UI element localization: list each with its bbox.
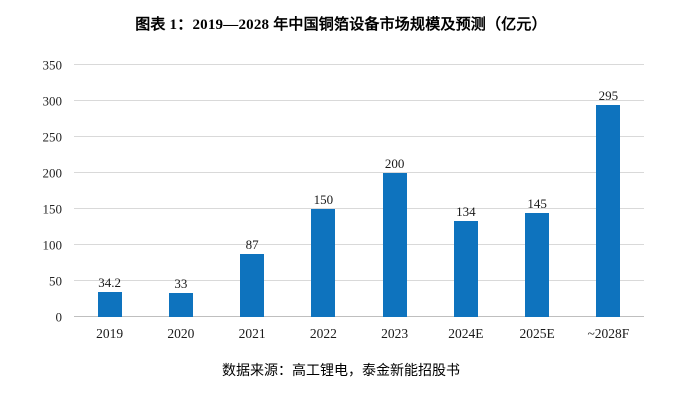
x-axis-line: [74, 316, 644, 317]
bar-data-label: 145: [527, 195, 547, 211]
x-axis-label: 2024E: [448, 326, 484, 341]
gridline: [74, 172, 644, 173]
bar-column: 145 2025E: [502, 65, 573, 341]
y-tick-label: 250: [42, 129, 63, 145]
bar: [453, 220, 478, 317]
x-axis-label: ~2028F: [587, 326, 630, 341]
bar: [382, 173, 407, 317]
bar-column: 295 ~2028F: [573, 65, 644, 341]
bar-data-label: 33: [174, 276, 188, 292]
y-tick-label: 200: [42, 165, 63, 181]
bar-data-label: 87: [245, 237, 259, 253]
y-tick-label: 100: [42, 237, 63, 253]
bar: [168, 293, 193, 317]
bar: [311, 209, 336, 317]
plot-area: 34.2 2019 33 2020 87 2021 150 2022 200 2023 134 202…: [74, 64, 644, 341]
y-tick-label: 0: [55, 309, 63, 325]
x-axis-label: 2020: [167, 326, 195, 341]
gridline: [74, 280, 644, 281]
gridline: [74, 64, 644, 65]
bar-data-label: 150: [313, 192, 334, 207]
bar-data-label: 200: [384, 156, 405, 171]
bar: [240, 254, 265, 317]
gridline: [74, 100, 644, 101]
bar-column: 34.2 2019: [74, 65, 145, 341]
y-axis: 0 50 100 150 200 250 300 350: [28, 59, 68, 324]
bar-data-label: 134: [456, 203, 476, 219]
bar-column: 134 2024E: [430, 65, 501, 341]
y-tick-label: 350: [42, 57, 63, 73]
x-axis-label: 2019: [96, 326, 124, 341]
bar-series: 34.2 2019 33 2020 87 2021 150 2022 200 2023 134 202…: [74, 65, 644, 341]
gridline: [74, 208, 644, 209]
bar-column: 33 2020: [145, 65, 216, 341]
gridline: [74, 244, 644, 245]
bar: [97, 292, 122, 317]
gridline: [74, 136, 644, 137]
x-axis-label: 2025E: [519, 326, 555, 341]
x-axis-label: 2021: [238, 326, 266, 341]
y-tick-label: 300: [42, 93, 63, 109]
y-tick-label: 150: [42, 201, 63, 217]
bar: [596, 104, 621, 317]
source-note: 数据来源：高工锂电，泰金新能招股书: [222, 364, 460, 379]
bar-column: 87 2021: [217, 65, 288, 341]
y-tick-label: 50: [49, 273, 62, 289]
bar-column: 200 2023: [359, 65, 430, 341]
bar-data-label: 295: [598, 87, 619, 103]
x-axis-label: 2022: [309, 326, 337, 341]
bar-data-label: 34.2: [98, 275, 121, 291]
chart-title: 图表 1：2019—2028 年中国铜箔设备市场规模及预测（亿元）: [135, 17, 547, 33]
bar: [525, 212, 550, 317]
bar-column: 150 2022: [288, 65, 359, 341]
x-axis-label: 2023: [381, 326, 409, 341]
